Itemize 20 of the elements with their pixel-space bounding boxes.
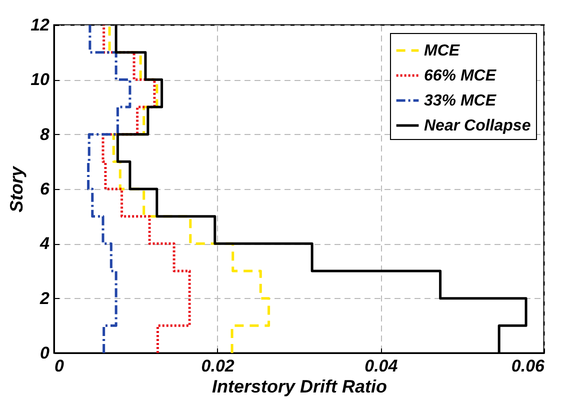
y-tick-label: 12 <box>30 16 50 34</box>
y-axis-title: Story <box>6 166 27 213</box>
legend-label: 33% MCE <box>424 92 498 110</box>
y-tick-label: 0 <box>40 344 50 362</box>
y-tick-label: 4 <box>39 234 50 254</box>
line-series <box>87 25 132 353</box>
y-tick-label: 10 <box>30 70 50 90</box>
x-tick-label: 0 <box>54 356 64 376</box>
y-tick-label: 8 <box>40 124 50 144</box>
legend-label: Near Collapse <box>424 118 531 134</box>
line-series <box>108 25 270 353</box>
x-tick-label: 0.06 <box>511 356 546 376</box>
legend-label: MCE <box>424 42 461 60</box>
legend-label: 66% MCE <box>424 68 498 84</box>
line-series <box>102 25 191 353</box>
x-axis-title: Interstory Drift Ratio <box>212 376 388 396</box>
y-tick-label: 6 <box>40 180 50 198</box>
x-tick-label: 0.02 <box>201 356 235 376</box>
y-tick-label: 2 <box>39 288 50 308</box>
x-tick-label: 0.04 <box>364 356 398 376</box>
